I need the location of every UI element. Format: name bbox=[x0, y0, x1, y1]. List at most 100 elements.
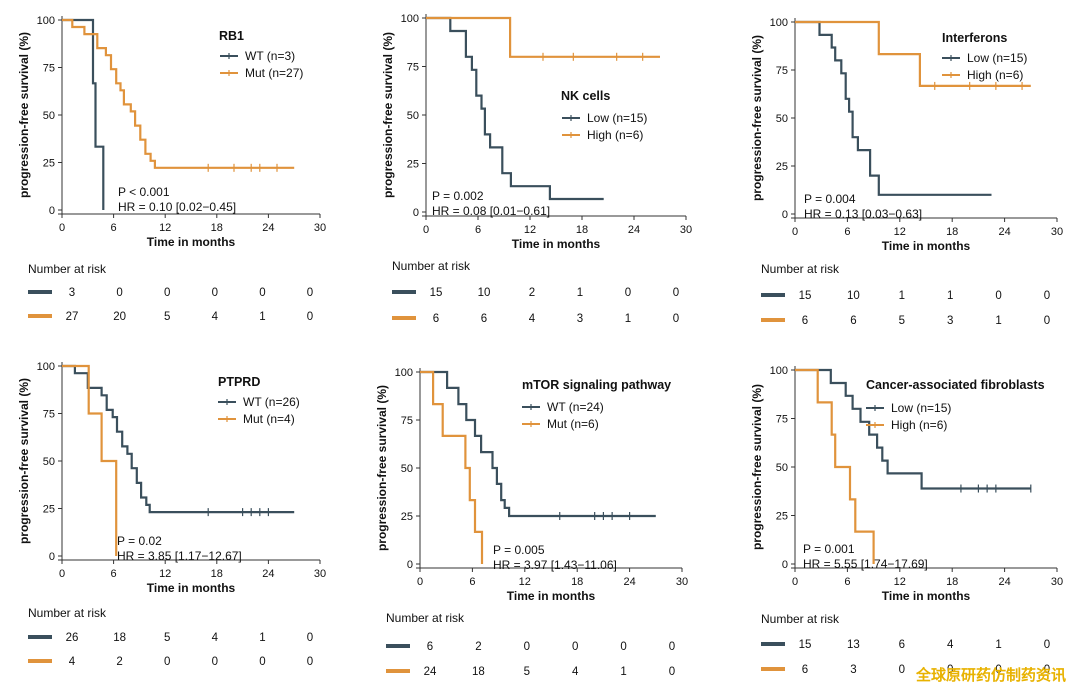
panel-title: PTPRD bbox=[218, 375, 260, 389]
x-axis-label: Time in months bbox=[882, 589, 971, 603]
survival-curve-2 bbox=[795, 368, 875, 564]
risk-count: 26 bbox=[66, 632, 79, 644]
risk-table-title: Number at risk bbox=[386, 611, 465, 625]
x-tick-label: 24 bbox=[998, 576, 1010, 588]
x-tick-label: 0 bbox=[792, 576, 798, 588]
hazard-ratio: HR = 3.85 [1.17−12.67] bbox=[117, 549, 242, 563]
risk-count: 20 bbox=[113, 311, 126, 323]
risk-count: 1 bbox=[995, 639, 1001, 651]
y-tick-label: 50 bbox=[43, 456, 55, 468]
p-value: P = 0.001 bbox=[803, 542, 855, 556]
x-tick-label: 6 bbox=[111, 568, 117, 580]
x-tick-label: 24 bbox=[262, 568, 274, 580]
y-tick-label: 50 bbox=[776, 462, 788, 474]
survival-curve-1 bbox=[795, 20, 992, 196]
y-tick-label: 100 bbox=[770, 365, 788, 377]
x-tick-label: 12 bbox=[894, 576, 906, 588]
p-value: P = 0.02 bbox=[117, 534, 162, 548]
y-tick-label: 100 bbox=[37, 15, 55, 27]
risk-count: 1 bbox=[259, 632, 265, 644]
p-value: P = 0.005 bbox=[493, 543, 545, 557]
risk-count: 1 bbox=[577, 287, 583, 299]
y-tick-label: 0 bbox=[413, 207, 419, 219]
y-tick-label: 50 bbox=[407, 110, 419, 122]
risk-count: 4 bbox=[212, 311, 219, 323]
risk-count: 6 bbox=[802, 664, 808, 676]
hazard-ratio: HR = 5.55 [1.74−17.69] bbox=[803, 557, 928, 571]
x-tick-label: 6 bbox=[111, 222, 117, 234]
x-tick-label: 12 bbox=[519, 576, 531, 588]
x-tick-label: 30 bbox=[1051, 226, 1063, 238]
risk-count: 0 bbox=[673, 313, 679, 325]
y-tick-label: 75 bbox=[776, 414, 788, 426]
x-tick-label: 30 bbox=[314, 568, 326, 580]
y-tick-label: 25 bbox=[43, 158, 55, 170]
x-tick-label: 30 bbox=[680, 224, 692, 236]
y-tick-label: 75 bbox=[401, 415, 413, 427]
hazard-ratio: HR = 3.97 [1.43−11.06] bbox=[493, 558, 617, 572]
risk-table-title: Number at risk bbox=[761, 262, 840, 276]
risk-count: 4 bbox=[529, 313, 536, 325]
risk-count: 0 bbox=[669, 641, 675, 653]
hazard-ratio: HR = 0.13 [0.03−0.63] bbox=[804, 207, 922, 221]
risk-count: 0 bbox=[572, 641, 578, 653]
risk-count: 0 bbox=[307, 656, 313, 668]
x-tick-label: 30 bbox=[314, 222, 326, 234]
y-tick-label: 50 bbox=[401, 463, 413, 475]
x-tick-label: 12 bbox=[894, 226, 906, 238]
risk-count: 13 bbox=[847, 639, 860, 651]
legend-label: Low (n=15) bbox=[967, 51, 1027, 65]
y-axis-label: progression-free survival (%) bbox=[381, 32, 395, 198]
y-tick-label: 25 bbox=[776, 161, 788, 173]
risk-count: 1 bbox=[947, 290, 953, 302]
x-axis-label: Time in months bbox=[882, 239, 971, 253]
x-tick-label: 12 bbox=[159, 568, 171, 580]
risk-count: 0 bbox=[947, 664, 953, 676]
legend-label: WT (n=26) bbox=[243, 395, 300, 409]
y-tick-label: 75 bbox=[407, 62, 419, 74]
x-tick-label: 6 bbox=[844, 226, 850, 238]
y-axis-label: progression-free survival (%) bbox=[750, 384, 764, 550]
risk-count: 2 bbox=[116, 656, 122, 668]
risk-count: 6 bbox=[433, 313, 439, 325]
risk-count: 0 bbox=[1044, 664, 1050, 676]
x-tick-label: 24 bbox=[623, 576, 635, 588]
legend-label: Low (n=15) bbox=[891, 401, 951, 415]
risk-count: 15 bbox=[799, 290, 812, 302]
x-tick-label: 12 bbox=[159, 222, 171, 234]
x-tick-label: 24 bbox=[998, 226, 1010, 238]
risk-count: 0 bbox=[620, 641, 626, 653]
risk-count: 0 bbox=[899, 664, 905, 676]
survival-curve-2 bbox=[426, 16, 660, 58]
y-tick-label: 75 bbox=[776, 65, 788, 77]
x-tick-label: 18 bbox=[211, 222, 223, 234]
risk-count: 1 bbox=[899, 290, 905, 302]
x-axis-label: Time in months bbox=[147, 581, 236, 595]
risk-count: 0 bbox=[307, 632, 313, 644]
risk-count: 2 bbox=[475, 641, 481, 653]
hazard-ratio: HR = 0.10 [0.02−0.45] bbox=[118, 200, 236, 214]
x-tick-label: 0 bbox=[59, 568, 65, 580]
x-tick-label: 30 bbox=[1051, 576, 1063, 588]
y-axis-label: progression-free survival (%) bbox=[17, 378, 31, 544]
x-tick-label: 18 bbox=[211, 568, 223, 580]
risk-count: 10 bbox=[847, 290, 860, 302]
risk-count: 4 bbox=[947, 639, 954, 651]
legend-label: Mut (n=6) bbox=[547, 417, 599, 431]
risk-count: 27 bbox=[66, 311, 79, 323]
x-tick-label: 18 bbox=[946, 226, 958, 238]
watermark: 全球原研药仿制药资讯 bbox=[915, 666, 1066, 684]
panel-title: Interferons bbox=[942, 31, 1007, 45]
risk-count: 0 bbox=[164, 287, 170, 299]
y-tick-label: 50 bbox=[43, 110, 55, 122]
x-tick-label: 0 bbox=[792, 226, 798, 238]
risk-count: 0 bbox=[164, 656, 170, 668]
risk-count: 3 bbox=[69, 287, 75, 299]
risk-count: 5 bbox=[524, 666, 530, 678]
risk-count: 0 bbox=[116, 287, 122, 299]
y-tick-label: 50 bbox=[776, 113, 788, 125]
